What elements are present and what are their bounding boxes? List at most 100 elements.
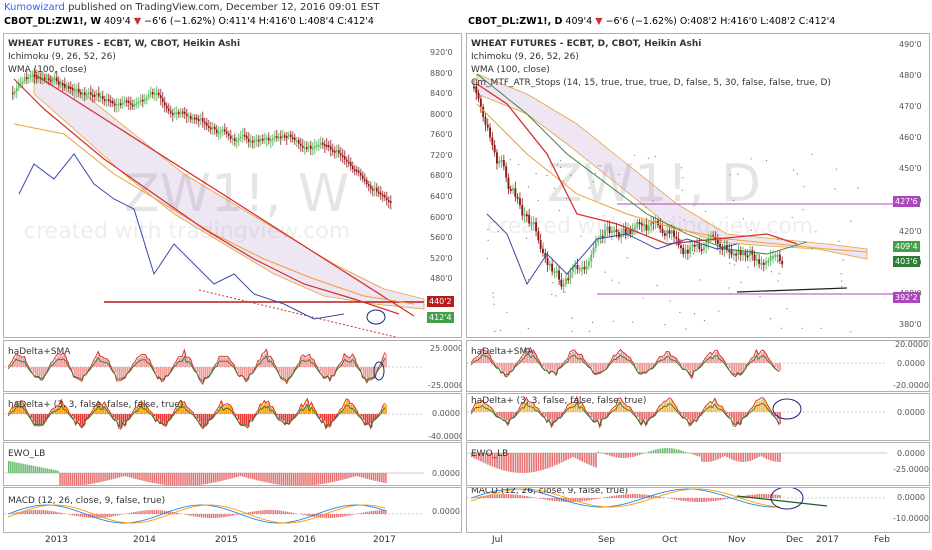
histogram-bar (530, 353, 533, 363)
histogram-bar (57, 406, 59, 414)
macd-bar (586, 498, 588, 501)
histogram-bar (110, 412, 113, 414)
histogram-bar (235, 367, 238, 369)
candle-body (732, 253, 735, 256)
right-ind2-panel[interactable]: haDelta+ (3, 3, false, false, false, tru… (466, 393, 930, 441)
ewo-bar (264, 473, 266, 483)
left-ind1-axis-top: 25.0000 (430, 344, 462, 353)
ewo-bar (309, 473, 311, 485)
atr-dot (656, 284, 658, 286)
candle-body (250, 140, 252, 143)
left-ind1-panel[interactable]: haDelta+SMA 25.0000 -25.0000 (3, 340, 462, 392)
ewo-bar (133, 473, 135, 479)
ewo-bar (215, 473, 217, 483)
candle-body (760, 262, 763, 265)
candle-body (204, 122, 206, 125)
candle-body (622, 228, 625, 234)
publish-line: Kumowizard published on TradingView.com,… (4, 2, 379, 13)
histogram-bar (309, 407, 311, 414)
macd-bar (772, 494, 774, 498)
macd-bar (153, 510, 155, 514)
ewo-bar (588, 453, 590, 465)
right-ind4-panel[interactable]: MACD (12, 26, close, 9, false, true) 0.0… (466, 487, 930, 533)
ewo-bar (551, 453, 554, 467)
histogram-bar (696, 363, 699, 370)
histogram-bar (523, 354, 526, 363)
ewo-bar (290, 473, 293, 485)
left-low: L:408'4 (298, 16, 335, 27)
candle-body (316, 144, 318, 147)
atr-dot (838, 240, 840, 242)
left-ind4-panel[interactable]: MACD (12, 26, close, 9, false, true) 0.0… (3, 487, 462, 533)
candle-body (216, 129, 218, 133)
candle-body (54, 77, 56, 80)
right-ind1-panel[interactable]: haDelta+SMA 20.0000 0.0000 -20.0000 (466, 340, 930, 392)
histogram-bar (350, 358, 352, 367)
macd-bar (215, 514, 217, 518)
macd-bar (597, 498, 600, 499)
atr-dot (778, 272, 780, 275)
macd-bar (159, 510, 162, 514)
histogram-bar (776, 363, 779, 370)
ewo-bar (717, 453, 719, 460)
left-ind3-panel[interactable]: EWO_LB 0.0000 (3, 442, 462, 486)
atr-dot (777, 280, 779, 282)
candle-body (762, 262, 765, 265)
candle-body (84, 92, 86, 95)
histogram-bar (247, 367, 250, 380)
candle-body (574, 265, 577, 268)
atr-dot (542, 242, 544, 244)
histogram-bar (59, 354, 61, 367)
right-time-axis[interactable]: Jul Sep Oct Nov Dec 2017 Feb (466, 534, 930, 548)
left-symbol[interactable]: CBOT_DL:ZW1!, W (4, 16, 101, 27)
candle-body (578, 268, 581, 271)
histogram-bar (42, 414, 45, 425)
histogram-bar (360, 367, 363, 371)
atr-dot (683, 219, 685, 221)
candle-body (144, 98, 146, 101)
right-main-chart[interactable]: ZW1!, D created with tradingview.com WHE… (466, 33, 930, 338)
right-symbol[interactable]: CBOT_DL:ZW1!, D (468, 16, 563, 27)
histogram-bar (344, 404, 346, 414)
candle-body (484, 116, 487, 125)
histogram-bar (560, 412, 563, 418)
left-price-tick-label: 560'0 (430, 233, 453, 243)
ewo-bar (92, 473, 94, 484)
histogram-bar (666, 352, 669, 363)
candle-body (172, 112, 174, 115)
macd-bar (740, 496, 742, 498)
candle-body (388, 200, 390, 203)
candle-body (56, 77, 58, 82)
histogram-bar (707, 404, 710, 412)
macd-bar (551, 498, 554, 501)
signal-line-red (470, 395, 780, 429)
candle-body (176, 112, 178, 115)
ewo-bar (565, 453, 567, 461)
macd-bar (145, 510, 147, 514)
atr-dot (588, 187, 591, 189)
histogram-bar (592, 412, 595, 421)
histogram-bar (510, 412, 512, 419)
left-time-axis[interactable]: 2013 2014 2015 2016 2017 (3, 534, 462, 548)
macd-bar (340, 514, 342, 518)
histogram-bar (735, 412, 738, 426)
macd-bar (528, 496, 531, 498)
macd-bar (632, 494, 634, 498)
ewo-bar (295, 473, 297, 485)
left-ind2-panel[interactable]: haDelta+ (3, 3, false, false, false, tru… (3, 393, 462, 441)
ewo-bar (46, 468, 49, 473)
histogram-bar (569, 353, 572, 363)
histogram-bar (565, 361, 568, 363)
macd-bar (208, 514, 211, 518)
right-candles-svg (473, 73, 897, 333)
left-ind4-axis-zero: 0.0000 (432, 507, 460, 516)
right-ind3-panel[interactable]: EWO_LB 0.0000 -25.0000 (466, 442, 930, 486)
ewo-bar (319, 473, 322, 485)
histogram-bar (219, 406, 221, 414)
author-link[interactable]: Kumowizard (4, 2, 65, 13)
histogram-bar (90, 367, 92, 368)
left-main-chart[interactable]: ZW1!, W created with tradingview.com WHE… (3, 33, 462, 338)
ewo-bar (90, 473, 92, 484)
right-price: 409'4 (565, 16, 593, 27)
macd-bar (558, 498, 561, 502)
